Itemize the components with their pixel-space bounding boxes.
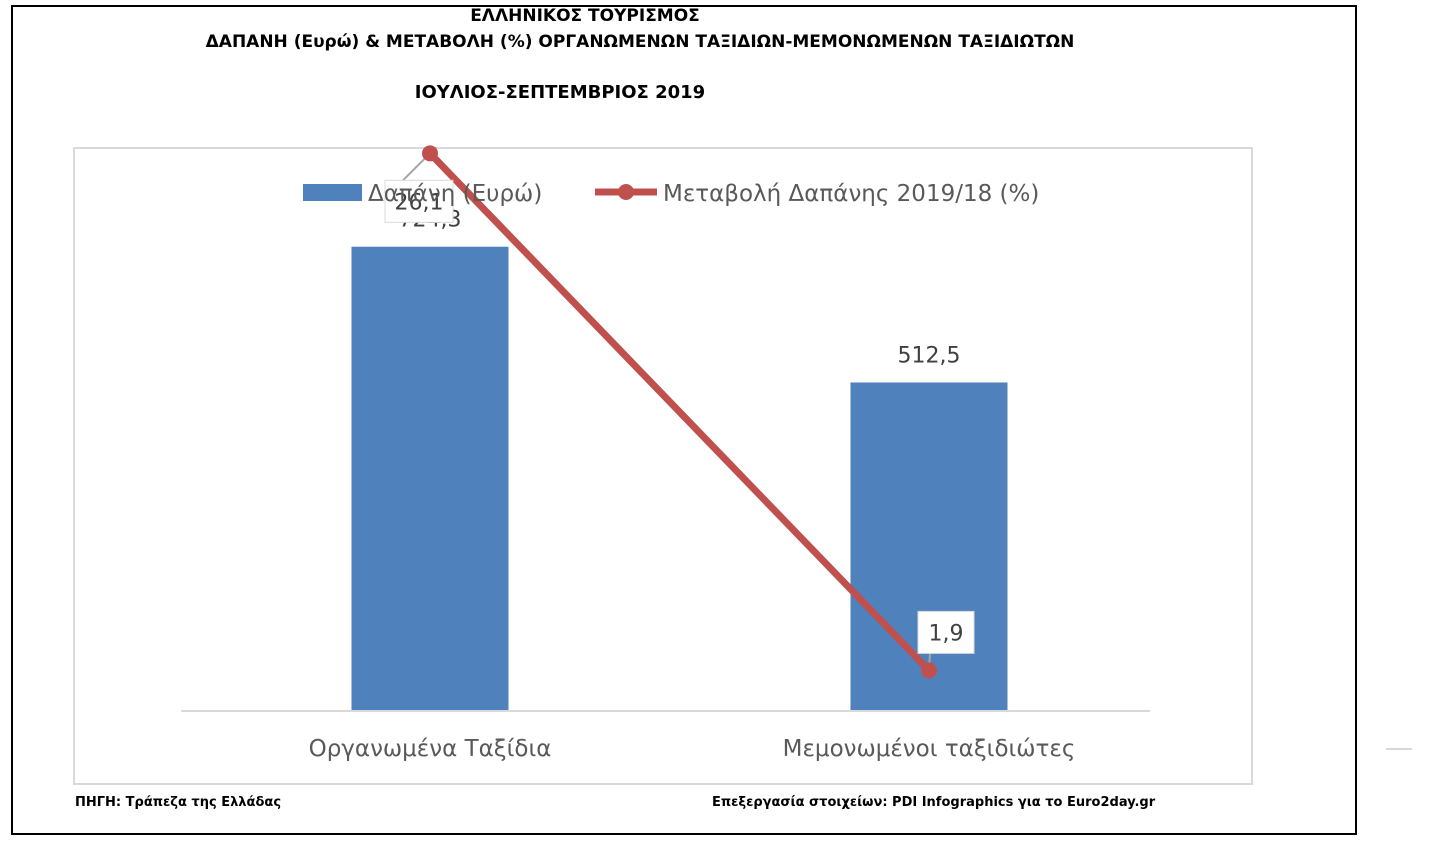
line-data-label-2: 1,9 [929,621,964,646]
legend-swatch-bar [303,184,362,201]
line-data-label-1: 26,1 [395,190,444,215]
line-data-label-box-1 [384,179,454,223]
legend-label-line: Μεταβολή Δαπάνης 2019/18 (%) [663,181,1039,207]
line-data-label-box-2 [917,610,975,654]
line-point-1 [422,145,438,162]
line-point-2 [921,662,937,679]
bar-data-label-2: 512,5 [898,343,961,368]
chart-title-period: ΙΟΥΛΙΟΣ-ΣΕΠΤΕΜΒΡΙΟΣ 2019 [414,82,706,103]
series-line-change [427,150,932,673]
category-label-2: Μεμονωμένοι ταξιδιώτες [783,736,1076,762]
chart-title-line-2: ΔΑΠΑΝΗ (Ευρώ) & ΜΕΤΑΒΟΛΗ (%) ΟΡΓΑΝΩΜΕΝΩΝ… [205,32,1075,52]
category-label-1: Οργανωμένα Ταξίδια [309,736,552,762]
legend-label-bar: Δαπάνη (Ευρώ) [368,181,542,207]
legend-swatch-marker [618,184,634,200]
stray-divider [1386,748,1412,750]
outer-frame [11,5,1357,835]
source-note: ΠΗΓΗ: Τράπεζα της Ελλάδας [75,795,282,810]
bar-1 [351,246,509,711]
chart-area-frame [73,147,1253,785]
credit-note: Επεξεργασία στοιχείων: PDI Infographics … [712,795,1156,810]
chart-title-line-1: ΕΛΛΗΝΙΚΟΣ ΤΟΥΡΙΣΜΟΣ [470,6,700,26]
